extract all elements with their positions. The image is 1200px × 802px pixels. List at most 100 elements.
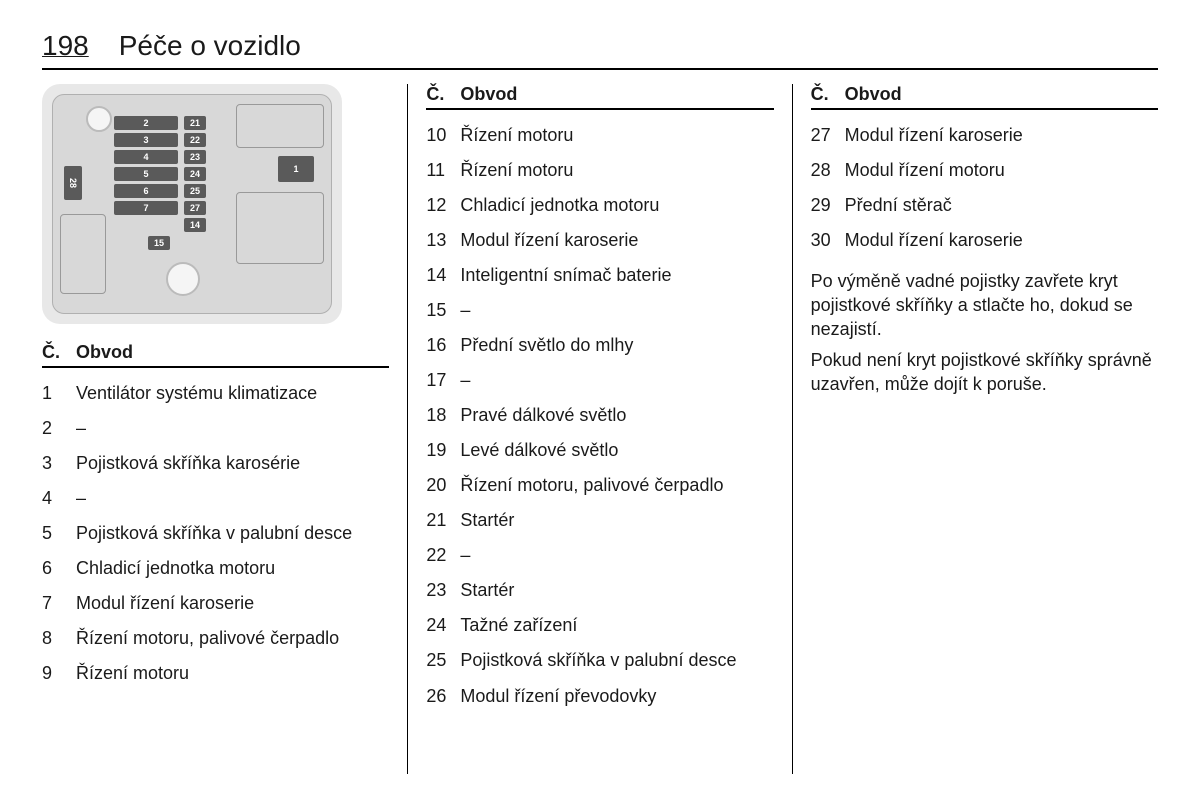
row-label: Pojistková skříňka karosérie	[76, 452, 389, 475]
row-number: 8	[42, 627, 76, 650]
row-label: Ventilátor systému klimatizace	[76, 382, 389, 405]
fuse-label: 4	[114, 150, 178, 164]
row-number: 5	[42, 522, 76, 545]
fuse-label: 6	[114, 184, 178, 198]
row-label: Řízení motoru, palivové čerpadlo	[460, 474, 773, 497]
header-circuit: Obvod	[460, 84, 773, 105]
table-row: 4–	[42, 481, 389, 516]
fuse-label: 24	[184, 167, 206, 181]
row-label: Startér	[460, 579, 773, 602]
row-label: Modul řízení karoserie	[76, 592, 389, 615]
row-label: Modul řízení převodovky	[460, 685, 773, 708]
row-number: 4	[42, 487, 76, 510]
row-number: 18	[426, 404, 460, 427]
row-number: 1	[42, 382, 76, 405]
instruction-text: Pokud není kryt pojistkové skříňky správ…	[811, 349, 1158, 397]
fuse-label: 22	[184, 133, 206, 147]
header-num: Č.	[811, 84, 845, 105]
header-num: Č.	[426, 84, 460, 105]
row-label: Chladicí jednotka motoru	[76, 557, 389, 580]
row-number: 9	[42, 662, 76, 685]
row-label: –	[460, 299, 773, 322]
page-title: Péče o vozidlo	[119, 30, 301, 62]
table-header: Č. Obvod	[426, 84, 773, 110]
row-label: Modul řízení karoserie	[845, 229, 1158, 252]
fuse-label: 3	[114, 133, 178, 147]
row-label: Řízení motoru	[460, 159, 773, 182]
row-number: 24	[426, 614, 460, 637]
table-row: 22–	[426, 538, 773, 573]
row-label: Modul řízení karoserie	[845, 124, 1158, 147]
fuse-label: 27	[184, 201, 206, 215]
table-row: 12Chladicí jednotka motoru	[426, 188, 773, 223]
row-label: Přední stěrač	[845, 194, 1158, 217]
table-row: 7Modul řízení karoserie	[42, 586, 389, 621]
fuse-table-3: 27Modul řízení karoserie28Modul řízení m…	[811, 118, 1158, 258]
row-number: 28	[811, 159, 845, 182]
row-label: –	[76, 417, 389, 440]
table-header: Č. Obvod	[42, 342, 389, 368]
fuse-label: 23	[184, 150, 206, 164]
table-row: 1Ventilátor systému klimatizace	[42, 376, 389, 411]
fuse-label: 28	[64, 166, 82, 200]
table-row: 25Pojistková skříňka v palubní desce	[426, 643, 773, 678]
row-number: 26	[426, 685, 460, 708]
row-label: Pravé dálkové světlo	[460, 404, 773, 427]
row-number: 10	[426, 124, 460, 147]
row-label: Řízení motoru, palivové čerpadlo	[76, 627, 389, 650]
row-label: Přední světlo do mlhy	[460, 334, 773, 357]
row-number: 12	[426, 194, 460, 217]
row-number: 22	[426, 544, 460, 567]
page-header: 198 Péče o vozidlo	[42, 30, 1158, 70]
table-row: 2–	[42, 411, 389, 446]
row-label: Řízení motoru	[76, 662, 389, 685]
row-number: 25	[426, 649, 460, 672]
header-circuit: Obvod	[76, 342, 389, 363]
row-label: Modul řízení motoru	[845, 159, 1158, 182]
column-3: Č. Obvod 27Modul řízení karoserie28Modul…	[797, 84, 1158, 774]
table-row: 26Modul řízení převodovky	[426, 679, 773, 714]
fuse-table-1: 1Ventilátor systému klimatizace2–3Pojist…	[42, 376, 389, 691]
row-number: 29	[811, 194, 845, 217]
row-label: Tažné zařízení	[460, 614, 773, 637]
row-label: –	[460, 544, 773, 567]
row-number: 23	[426, 579, 460, 602]
fuse-label: 21	[184, 116, 206, 130]
fuse-label: 25	[184, 184, 206, 198]
table-row: 10Řízení motoru	[426, 118, 773, 153]
table-row: 27Modul řízení karoserie	[811, 118, 1158, 153]
instruction-text: Po výměně vadné pojistky zavřete kryt po…	[811, 270, 1158, 341]
table-row: 13Modul řízení karoserie	[426, 223, 773, 258]
column-divider	[792, 84, 793, 774]
table-row: 17–	[426, 363, 773, 398]
row-number: 7	[42, 592, 76, 615]
column-1: 2 3 4 5 6 7 21 22 23 24 25 27 14 15 1 28	[42, 84, 403, 774]
table-row: 29Přední stěrač	[811, 188, 1158, 223]
row-number: 6	[42, 557, 76, 580]
column-2: Č. Obvod 10Řízení motoru11Řízení motoru1…	[412, 84, 787, 774]
row-label: Pojistková skříňka v palubní desce	[460, 649, 773, 672]
row-number: 30	[811, 229, 845, 252]
row-label: –	[460, 369, 773, 392]
row-label: Levé dálkové světlo	[460, 439, 773, 462]
row-label: Startér	[460, 509, 773, 532]
fuse-table-2: 10Řízení motoru11Řízení motoru12Chladicí…	[426, 118, 773, 714]
content-columns: 2 3 4 5 6 7 21 22 23 24 25 27 14 15 1 28	[42, 84, 1158, 774]
fuse-label: 15	[148, 236, 170, 250]
row-label: Modul řízení karoserie	[460, 229, 773, 252]
row-number: 3	[42, 452, 76, 475]
header-circuit: Obvod	[845, 84, 1158, 105]
row-number: 11	[426, 159, 460, 182]
row-number: 16	[426, 334, 460, 357]
header-num: Č.	[42, 342, 76, 363]
row-number: 13	[426, 229, 460, 252]
table-row: 19Levé dálkové světlo	[426, 433, 773, 468]
row-number: 17	[426, 369, 460, 392]
table-row: 24Tažné zařízení	[426, 608, 773, 643]
table-row: 3Pojistková skříňka karosérie	[42, 446, 389, 481]
row-number: 20	[426, 474, 460, 497]
fuse-label: 7	[114, 201, 178, 215]
table-row: 11Řízení motoru	[426, 153, 773, 188]
row-number: 27	[811, 124, 845, 147]
row-label: Chladicí jednotka motoru	[460, 194, 773, 217]
